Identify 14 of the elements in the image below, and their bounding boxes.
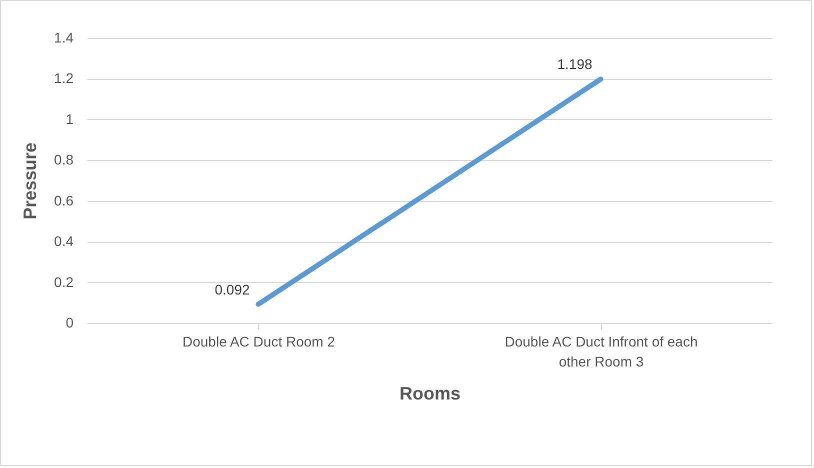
y-tick-label: 0.6 [54,192,74,208]
y-tick-label: 0.8 [54,152,74,168]
y-tick-label: 1.2 [54,70,74,86]
data-label: 0.092 [214,281,250,298]
y-tick-label: 1 [66,110,74,127]
x-axis-title: Rooms [399,384,461,404]
y-tick-label: 0.4 [54,233,74,250]
y-axis-title: Pressure [20,142,40,220]
data-label: 1.198 [557,56,592,72]
y-tick-label: 0.2 [54,274,74,290]
y-tick-label: 0 [66,314,74,330]
x-tick-label: Double AC Duct Room 2 [182,334,336,350]
x-tick-label: Double AC Duct Infront of each other Room 3 [504,334,698,370]
y-tick-label: 1.4 [54,30,74,46]
